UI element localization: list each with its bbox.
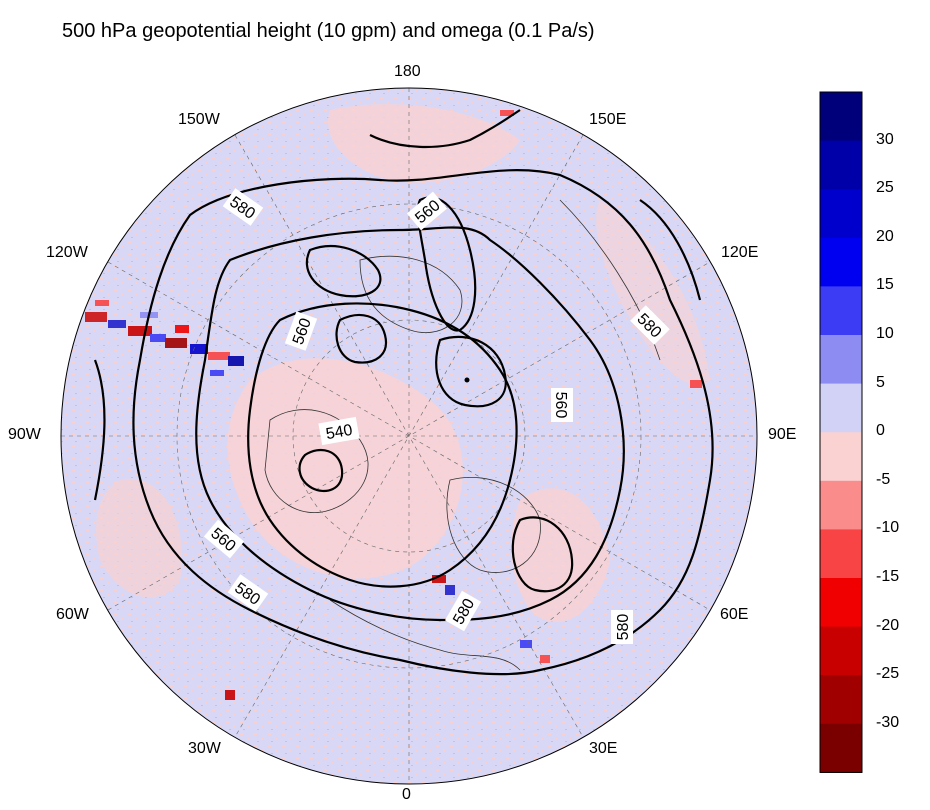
contour-580-west — [93, 359, 106, 501]
lon-label-30e: 30E — [589, 740, 618, 757]
colorbar-swatch-12 — [820, 675, 862, 725]
colorbar-swatch-1 — [820, 140, 862, 190]
contour-inner-b — [298, 448, 344, 493]
lon-label-0: 0 — [402, 786, 411, 803]
colorbar-swatch-2 — [820, 189, 862, 239]
lon-label-150e: 150E — [589, 111, 627, 128]
lon-label-90w: 90W — [8, 426, 41, 443]
colorbar-swatch-9 — [820, 529, 862, 579]
colorbar-swatch-3 — [820, 237, 862, 287]
lon-label-150w: 150W — [178, 111, 220, 128]
colorbar-swatch-4 — [820, 286, 862, 336]
colorbar-swatch-5 — [820, 335, 862, 385]
pink-region-atlantic — [96, 478, 182, 598]
lon-label-60w: 60W — [56, 606, 89, 623]
colorbar-swatch-7 — [820, 432, 862, 482]
contour-inner-a — [335, 313, 388, 364]
lon-label-180: 180 — [394, 63, 421, 80]
height-contours — [93, 109, 714, 676]
colorbar-frame — [819, 91, 863, 773]
colorbar-swatch-8 — [820, 480, 862, 530]
colorbar-tick-label: 20 — [876, 227, 894, 245]
lon-label-120e: 120E — [721, 244, 759, 261]
colorbar-tick-label: -10 — [876, 519, 900, 537]
lon-label-60e: 60E — [720, 606, 749, 623]
colorbar-swatch-11 — [820, 626, 862, 676]
lon-label-30w: 30W — [188, 740, 221, 757]
contour-label-5: 560 — [551, 388, 573, 422]
colorbar-swatch-13 — [820, 723, 862, 773]
contour-580-outer — [132, 169, 714, 676]
colorbar-tick-label: -15 — [876, 568, 900, 585]
contour-inner-d — [511, 516, 574, 593]
pink-region-arctic — [227, 358, 463, 579]
colorbar-swatch-0 — [820, 92, 862, 142]
low-center-marker — [464, 377, 470, 383]
pink-region-pacific — [328, 104, 520, 183]
map-title: 500 hPa geopotential height (10 gpm) and… — [62, 20, 595, 42]
colorbar-tick-label: 0 — [876, 422, 885, 440]
colorbar — [819, 91, 863, 773]
pink-region-eurasia — [596, 200, 710, 386]
map-boundary — [60, 87, 758, 785]
contour-label-8: 580 — [227, 574, 269, 612]
contour-580-asia — [639, 199, 702, 301]
lon-label-120w: 120W — [46, 244, 88, 261]
colorbar-tick-label: 5 — [876, 373, 885, 391]
graticule — [61, 88, 757, 784]
colorbar-tick-label: -30 — [876, 713, 900, 731]
omega-streak-europe — [225, 110, 702, 700]
lon-label-90e: 90E — [768, 426, 797, 443]
colorbar-swatch-10 — [820, 578, 862, 628]
contour-580-pacific — [369, 109, 521, 149]
contour-label-5-text: 560 — [552, 392, 569, 419]
contour-540 — [247, 302, 518, 588]
colorbar-tick-label: 15 — [876, 276, 894, 294]
contour-label-6-text: 540 — [325, 422, 354, 443]
colorbar-tick-label: 10 — [876, 325, 894, 342]
colorbar-swatch-6 — [820, 383, 862, 433]
contour-label-6: 540 — [318, 416, 360, 446]
colorbar-tick-label: -5 — [876, 470, 891, 488]
contour-inner-e — [305, 245, 382, 298]
omega-streak-west — [85, 300, 244, 376]
coastlines — [264, 199, 661, 671]
contour-label-10: 580 — [611, 610, 633, 644]
contour-ridge — [416, 196, 477, 332]
contour-inner-c — [435, 335, 507, 408]
contour-label-10-text: 580 — [615, 614, 632, 641]
colorbar-tick-label: -25 — [876, 665, 900, 683]
colorbar-tick-label: 30 — [876, 130, 894, 148]
colorbar-tick-label: -20 — [876, 616, 900, 634]
pink-region-asia — [511, 488, 610, 622]
colorbar-tick-label: 25 — [876, 179, 894, 197]
